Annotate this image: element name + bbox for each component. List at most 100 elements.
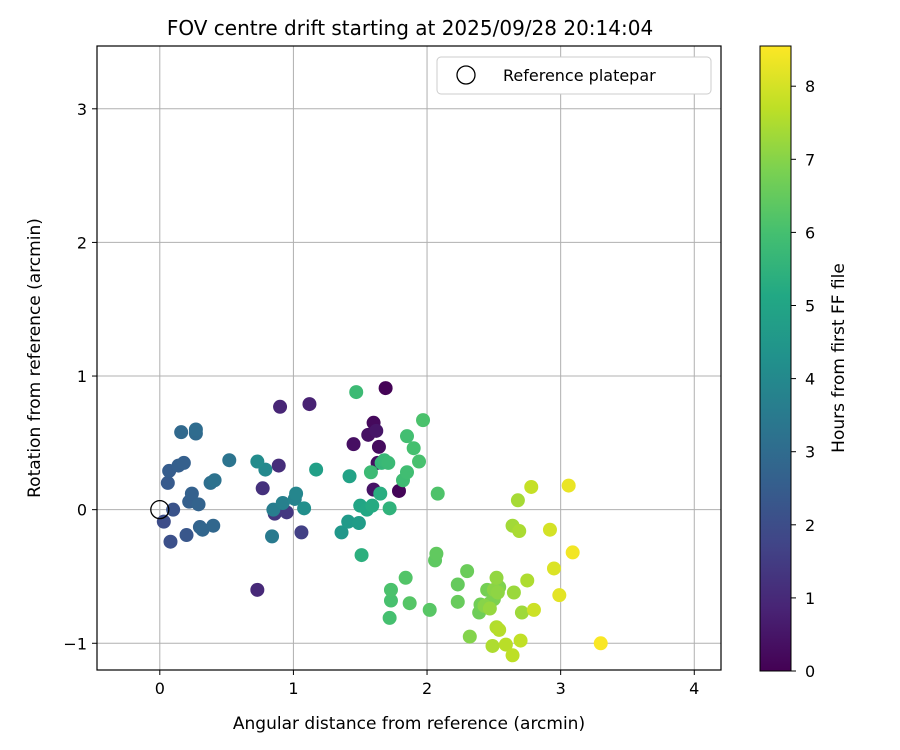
data-point bbox=[250, 582, 265, 597]
data-point bbox=[381, 455, 396, 470]
data-point bbox=[184, 486, 199, 501]
reference-marker bbox=[150, 500, 170, 520]
data-point bbox=[412, 454, 427, 469]
data-point bbox=[373, 486, 388, 501]
data-point bbox=[382, 501, 397, 516]
data-point bbox=[492, 622, 507, 637]
data-point bbox=[561, 478, 576, 493]
colorbar: 0 1 2 3 4 5 6 7 8 Hours from first FF file bbox=[759, 45, 849, 681]
data-point bbox=[191, 497, 206, 512]
data-point bbox=[542, 522, 557, 537]
data-point bbox=[371, 439, 386, 454]
legend: Reference platepar bbox=[436, 56, 712, 95]
colorbar-tick-label: 1 bbox=[805, 589, 815, 608]
colorbar-ticks: 0 1 2 3 4 5 6 7 8 bbox=[791, 77, 815, 681]
y-axis-label: Rotation from reference (arcmin) bbox=[25, 218, 45, 498]
data-point bbox=[341, 514, 356, 529]
colorbar-label: Hours from first FF file bbox=[829, 263, 849, 453]
data-point bbox=[429, 546, 444, 561]
data-point bbox=[485, 638, 500, 653]
data-point bbox=[498, 637, 513, 652]
data-point bbox=[289, 486, 304, 501]
data-points bbox=[156, 381, 608, 663]
data-point bbox=[462, 629, 477, 644]
data-point bbox=[512, 524, 527, 539]
data-point bbox=[422, 602, 437, 617]
data-point bbox=[156, 514, 171, 529]
data-point bbox=[399, 465, 414, 480]
data-point bbox=[195, 522, 210, 537]
data-point bbox=[365, 498, 380, 513]
y-tick-label: 1 bbox=[77, 367, 87, 386]
data-point bbox=[383, 582, 398, 597]
data-point bbox=[520, 573, 535, 588]
colorbar-tick-label: 8 bbox=[805, 77, 815, 96]
data-point bbox=[166, 502, 181, 517]
colorbar-tick-label: 5 bbox=[805, 297, 815, 316]
reference-point bbox=[150, 500, 170, 520]
data-point bbox=[382, 610, 397, 625]
colorbar-tick-label: 2 bbox=[805, 516, 815, 535]
y-axis-ticks: −1 0 1 2 3 bbox=[63, 100, 97, 653]
colorbar-tick-label: 7 bbox=[805, 150, 815, 169]
y-tick-label: 0 bbox=[77, 501, 87, 520]
data-point bbox=[275, 495, 290, 510]
data-point bbox=[334, 525, 349, 540]
data-point bbox=[309, 462, 324, 477]
data-point bbox=[489, 570, 504, 585]
data-point bbox=[297, 501, 312, 516]
colorbar-tick-label: 0 bbox=[805, 662, 815, 681]
x-tick-label: 0 bbox=[155, 679, 165, 698]
data-point bbox=[546, 561, 561, 576]
data-point bbox=[593, 636, 608, 651]
y-tick-label: −1 bbox=[63, 634, 87, 653]
data-point bbox=[398, 570, 413, 585]
data-point bbox=[450, 577, 465, 592]
data-point bbox=[250, 454, 265, 469]
data-point bbox=[174, 425, 189, 440]
data-point bbox=[207, 473, 222, 488]
data-point bbox=[399, 429, 414, 444]
data-point bbox=[354, 548, 369, 563]
data-point bbox=[265, 529, 280, 544]
data-point bbox=[450, 594, 465, 609]
data-point bbox=[160, 475, 175, 490]
colorbar-tick-label: 4 bbox=[805, 370, 815, 389]
data-point bbox=[349, 385, 364, 400]
data-point bbox=[176, 455, 191, 470]
x-axis-ticks: 0 1 2 3 4 bbox=[155, 670, 699, 698]
data-point bbox=[565, 545, 580, 560]
data-point bbox=[378, 381, 393, 396]
data-point bbox=[383, 593, 398, 608]
data-point bbox=[513, 633, 528, 648]
data-point bbox=[406, 441, 421, 456]
x-tick-label: 2 bbox=[422, 679, 432, 698]
data-point bbox=[430, 486, 445, 501]
data-point bbox=[273, 399, 288, 414]
data-point bbox=[552, 588, 567, 603]
data-point bbox=[490, 585, 505, 600]
data-point bbox=[294, 525, 309, 540]
data-point bbox=[346, 437, 361, 452]
data-point bbox=[391, 483, 406, 498]
colorbar-tick-label: 3 bbox=[805, 443, 815, 462]
data-point bbox=[505, 648, 520, 663]
data-point bbox=[188, 422, 203, 437]
data-point bbox=[206, 518, 221, 533]
data-point bbox=[506, 585, 521, 600]
chart-title: FOV centre drift starting at 2025/09/28 … bbox=[167, 16, 653, 40]
data-point bbox=[514, 605, 529, 620]
data-point bbox=[351, 516, 366, 531]
y-tick-label: 2 bbox=[77, 233, 87, 252]
data-point bbox=[342, 469, 357, 484]
legend-label: Reference platepar bbox=[503, 66, 656, 85]
data-point bbox=[524, 479, 539, 494]
data-point bbox=[369, 423, 384, 438]
data-point bbox=[255, 481, 270, 496]
data-point bbox=[302, 397, 317, 412]
data-point bbox=[402, 596, 417, 611]
data-point bbox=[271, 458, 286, 473]
plot-area-frame bbox=[96, 45, 722, 671]
colorbar-tick-label: 6 bbox=[805, 223, 815, 242]
